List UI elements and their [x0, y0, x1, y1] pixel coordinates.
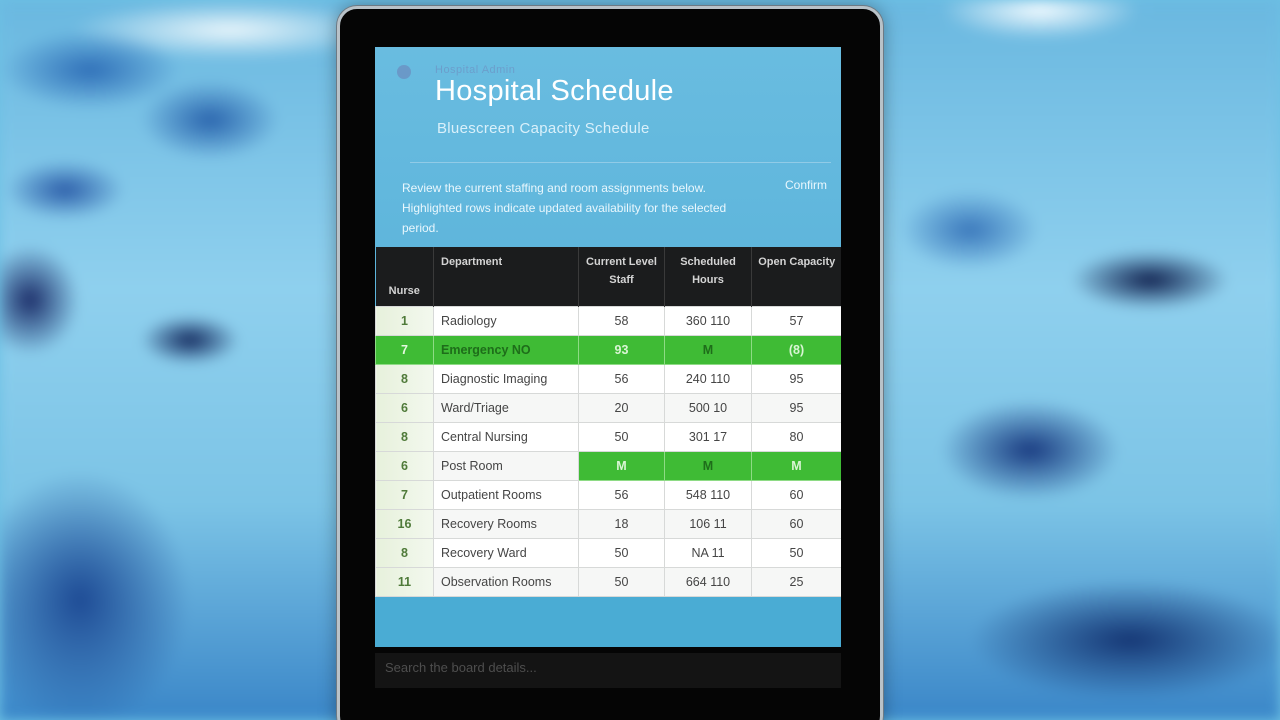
table-row[interactable]: 1 Radiology 58 360 110 57 — [375, 305, 841, 336]
column-header-scheduled-hours[interactable]: Scheduled Hours — [664, 247, 752, 306]
current-staff-cell: 18 — [578, 508, 665, 539]
open-capacity-cell: 60 — [751, 508, 841, 539]
column-header-nurse[interactable]: Nurse — [375, 247, 434, 306]
scheduled-hours-cell: NA 11 — [664, 537, 752, 568]
open-capacity-cell: 95 — [751, 392, 841, 423]
tablet-screen: Hospital Admin Hospital Schedule Bluescr… — [375, 47, 841, 647]
current-staff-cell: 50 — [578, 421, 665, 452]
row-index: 8 — [375, 421, 434, 452]
open-capacity-cell: 50 — [751, 537, 841, 568]
department-cell: Central Nursing — [433, 421, 579, 452]
header-divider — [410, 162, 831, 163]
scheduled-hours-cell: 500 10 — [664, 392, 752, 423]
scheduled-hours-cell: 240 110 — [664, 363, 752, 394]
department-cell: Observation Rooms — [433, 566, 579, 597]
tablet-device: Hospital Admin Hospital Schedule Bluescr… — [337, 6, 883, 720]
scheduled-hours-cell: M — [664, 450, 752, 481]
search-input[interactable]: Search the board details... — [375, 653, 841, 688]
department-cell: Radiology — [433, 305, 579, 336]
row-index: 16 — [375, 508, 434, 539]
department-cell: Diagnostic Imaging — [433, 363, 579, 394]
table-row[interactable]: 7 Outpatient Rooms 56 548 110 60 — [375, 479, 841, 510]
row-index: 6 — [375, 450, 434, 481]
table-header-row: Nurse Department Current Level Staff Sch… — [375, 247, 841, 306]
current-staff-cell: 93 — [578, 334, 665, 365]
column-header-open-capacity[interactable]: Open Capacity — [751, 247, 841, 306]
current-staff-cell: 58 — [578, 305, 665, 336]
table-row[interactable]: 11 Observation Rooms 50 664 110 25 — [375, 566, 841, 597]
table-row[interactable]: 8 Recovery Ward 50 NA 11 50 — [375, 537, 841, 568]
row-index: 6 — [375, 392, 434, 423]
table-row[interactable]: 6 Ward/Triage 20 500 10 95 — [375, 392, 841, 423]
table-row[interactable]: 8 Central Nursing 50 301 17 80 — [375, 421, 841, 452]
app-logo-icon — [397, 65, 411, 79]
screen-footer-band — [375, 597, 841, 647]
app-tag: Hospital Admin — [435, 64, 516, 76]
confirm-link[interactable]: Confirm — [784, 178, 827, 192]
current-staff-cell: 56 — [578, 479, 665, 510]
department-cell: Outpatient Rooms — [433, 479, 579, 510]
scheduled-hours-cell: M — [664, 334, 752, 365]
department-cell: Post Room — [433, 450, 579, 481]
row-index: 8 — [375, 537, 434, 568]
scheduled-hours-cell: 106 11 — [664, 508, 752, 539]
row-index: 8 — [375, 363, 434, 394]
row-index: 7 — [375, 479, 434, 510]
current-staff-cell: 56 — [578, 363, 665, 394]
open-capacity-cell: (8) — [751, 334, 841, 365]
open-capacity-cell: 25 — [751, 566, 841, 597]
current-staff-cell: 20 — [578, 392, 665, 423]
current-staff-cell: M — [578, 450, 665, 481]
scheduled-hours-cell: 664 110 — [664, 566, 752, 597]
table-row[interactable]: 16 Recovery Rooms 18 106 11 60 — [375, 508, 841, 539]
current-staff-cell: 50 — [578, 537, 665, 568]
column-header-current-staff[interactable]: Current Level Staff — [578, 247, 665, 306]
app-header: Hospital Admin Hospital Schedule Bluescr… — [375, 47, 841, 247]
table-row[interactable]: 6 Post Room M M M — [375, 450, 841, 481]
open-capacity-cell: 80 — [751, 421, 841, 452]
open-capacity-cell: 57 — [751, 305, 841, 336]
department-cell: Ward/Triage — [433, 392, 579, 423]
scheduled-hours-cell: 360 110 — [664, 305, 752, 336]
scheduled-hours-cell: 548 110 — [664, 479, 752, 510]
description-text: Review the current staffing and room ass… — [402, 181, 727, 235]
table-row[interactable]: 8 Diagnostic Imaging 56 240 110 95 — [375, 363, 841, 394]
row-index: 1 — [375, 305, 434, 336]
department-cell: Recovery Rooms — [433, 508, 579, 539]
table-row[interactable]: 7 Emergency NO 93 M (8) — [375, 334, 841, 365]
current-staff-cell: 50 — [578, 566, 665, 597]
schedule-table: Nurse Department Current Level Staff Sch… — [375, 247, 841, 597]
open-capacity-cell: M — [751, 450, 841, 481]
row-index: 7 — [375, 334, 434, 365]
department-cell: Emergency NO — [433, 334, 579, 365]
scheduled-hours-cell: 301 17 — [664, 421, 752, 452]
page-title: Hospital Schedule — [435, 75, 674, 107]
page-subtitle: Bluescreen Capacity Schedule — [437, 120, 650, 137]
open-capacity-cell: 95 — [751, 363, 841, 394]
row-index: 11 — [375, 566, 434, 597]
column-header-department[interactable]: Department — [433, 247, 579, 306]
department-cell: Recovery Ward — [433, 537, 579, 568]
open-capacity-cell: 60 — [751, 479, 841, 510]
